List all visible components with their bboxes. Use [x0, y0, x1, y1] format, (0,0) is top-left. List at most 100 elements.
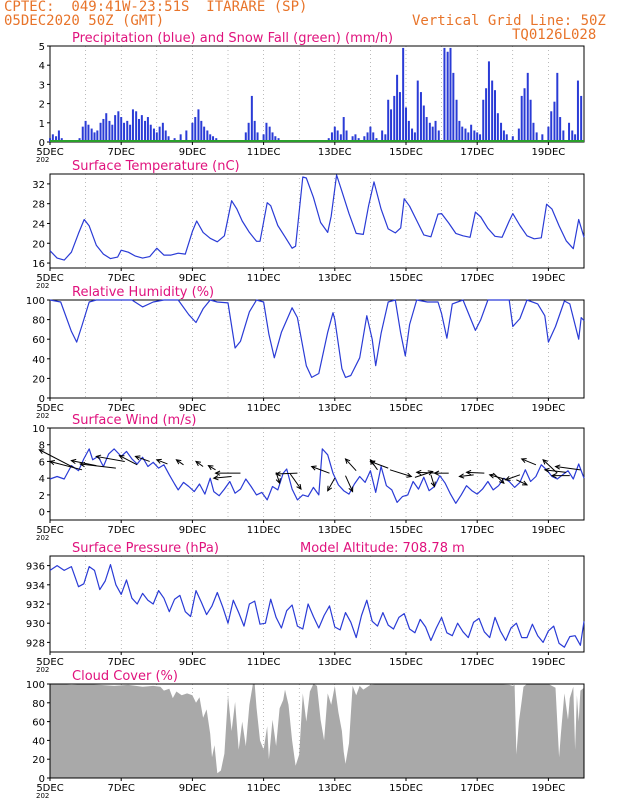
cloud-ytick-label: 60: [32, 718, 45, 729]
wind-arrow-head: [70, 458, 77, 465]
wind-xtick-label: 15DEC: [389, 525, 423, 536]
precip-bar: [402, 47, 405, 142]
precip-bar: [164, 130, 167, 142]
wind-ytick-label: 6: [39, 457, 45, 468]
wind-arrow-shaft: [345, 475, 354, 492]
wind-year-label: 202: [36, 534, 49, 542]
precip-bar: [574, 134, 577, 142]
rh-year-label: 202: [36, 412, 49, 420]
wind-arrow-head: [38, 449, 45, 455]
precip-bar: [152, 128, 155, 142]
precip-bar: [369, 126, 372, 142]
precip-bar: [443, 47, 446, 142]
wind-arrow-head: [327, 485, 333, 492]
precip-bar: [500, 122, 503, 142]
temp-xtick-label: 15DEC: [389, 273, 423, 284]
precip-bar: [90, 128, 93, 142]
wind-arrow-head: [118, 455, 125, 460]
wind-arrow-head: [214, 470, 221, 476]
wind-arrow-head: [430, 481, 436, 488]
cloud-xtick-label: 17DEC: [460, 783, 494, 794]
wind-arrow-shaft: [489, 474, 508, 481]
precip-title: Precipitation (blue) and Snow Fall (gree…: [72, 31, 393, 46]
precip-bar: [473, 130, 476, 142]
precip-bar: [381, 130, 384, 142]
precip-bar: [108, 120, 111, 142]
precip-xtick-label: 17DEC: [460, 147, 494, 158]
precip-bar: [57, 130, 60, 142]
precip-ytick-label: 2: [39, 100, 45, 111]
wind-arrow-shaft: [96, 455, 125, 462]
pressure-xtick-label: 15DEC: [389, 657, 423, 668]
cloud-ytick-label: 80: [32, 699, 45, 710]
precip-bar: [161, 122, 164, 142]
precip-bar: [244, 132, 247, 142]
precip-bar: [446, 51, 449, 143]
precip-bar: [491, 80, 494, 142]
pressure-xtick-label: 19DEC: [532, 657, 566, 668]
wind-ytick-label: 0: [39, 508, 45, 519]
rh-ytick-label: 100: [26, 296, 45, 307]
cloud-ytick-label: 0: [39, 774, 45, 785]
precip-bar: [452, 72, 455, 142]
wind-arrow-head: [498, 478, 505, 484]
precip-bar: [363, 136, 366, 142]
temp-title: Surface Temperature (nC): [72, 159, 240, 174]
precip-year-label: 202: [36, 156, 49, 164]
temp-xtick-label: 19DEC: [532, 273, 566, 284]
temp-xtick-label: 9DEC: [179, 273, 206, 284]
precip-bar: [131, 109, 134, 142]
wind-arrow-head: [554, 464, 561, 470]
precip-bar: [487, 61, 490, 142]
header-model-id: TQ0126L028: [512, 27, 597, 43]
precip-bar: [253, 120, 256, 142]
header-grid-note: Vertical Grid Line: 50Z: [412, 13, 606, 29]
precip-bar: [526, 72, 529, 142]
precip-bar: [523, 88, 526, 142]
precip-bar: [197, 109, 200, 142]
wind-frame: [49, 427, 585, 521]
precip-xtick-label: 11DEC: [247, 147, 281, 158]
precip-bar: [485, 88, 488, 142]
precip-bar: [398, 92, 401, 142]
precip-bar: [479, 134, 482, 142]
temp-frame: [49, 173, 585, 269]
rh-xtick-label: 11DEC: [247, 403, 281, 414]
cloud-ytick-label: 100: [26, 680, 45, 691]
precip-bar: [562, 130, 565, 142]
cloud-panel: Cloud Cover (%) 0 20 40 60 80 100 5DEC 7DEC 9DEC 1…: [26, 669, 585, 800]
wind-arrow-head: [275, 478, 281, 485]
precip-ytick-label: 4: [39, 61, 45, 72]
precip-bar: [84, 120, 87, 142]
wind-arrow-head: [504, 475, 511, 481]
pressure-ytick-label: 928: [26, 638, 45, 649]
precip-bar: [55, 136, 58, 142]
precip-xtick-label: 13DEC: [318, 147, 352, 158]
precip-bar: [556, 72, 559, 142]
precip-bar: [114, 115, 117, 142]
wind-arrow-head: [48, 459, 56, 466]
precip-bar: [576, 80, 579, 142]
precip-bar: [203, 126, 206, 142]
precip-bar: [250, 95, 253, 142]
rh-ytick-label: 20: [32, 374, 45, 385]
precip-bar: [262, 134, 265, 142]
precip-bar: [212, 136, 215, 142]
precip-bar: [529, 99, 532, 142]
precip-xtick-label: 9DEC: [179, 147, 206, 158]
precip-bar: [144, 120, 147, 142]
wind-ytick-label: 4: [39, 474, 45, 485]
precip-xtick-label: 5DEC: [36, 147, 63, 158]
precip-bar: [351, 136, 354, 142]
rh-title: Relative Humidity (%): [72, 285, 214, 300]
wind-arrow-shaft: [389, 469, 412, 477]
temp-xtick-label: 11DEC: [247, 273, 281, 284]
wind-arrow-head: [520, 458, 527, 464]
rh-xtick-label: 13DEC: [318, 403, 352, 414]
precip-bar: [390, 109, 393, 142]
temp-year-label: 202: [36, 282, 49, 290]
wind-arrow-shaft: [208, 465, 216, 471]
cloud-xtick-label: 7DEC: [108, 783, 135, 794]
rh-xtick-label: 5DEC: [36, 403, 63, 414]
precip-bar: [502, 130, 505, 142]
